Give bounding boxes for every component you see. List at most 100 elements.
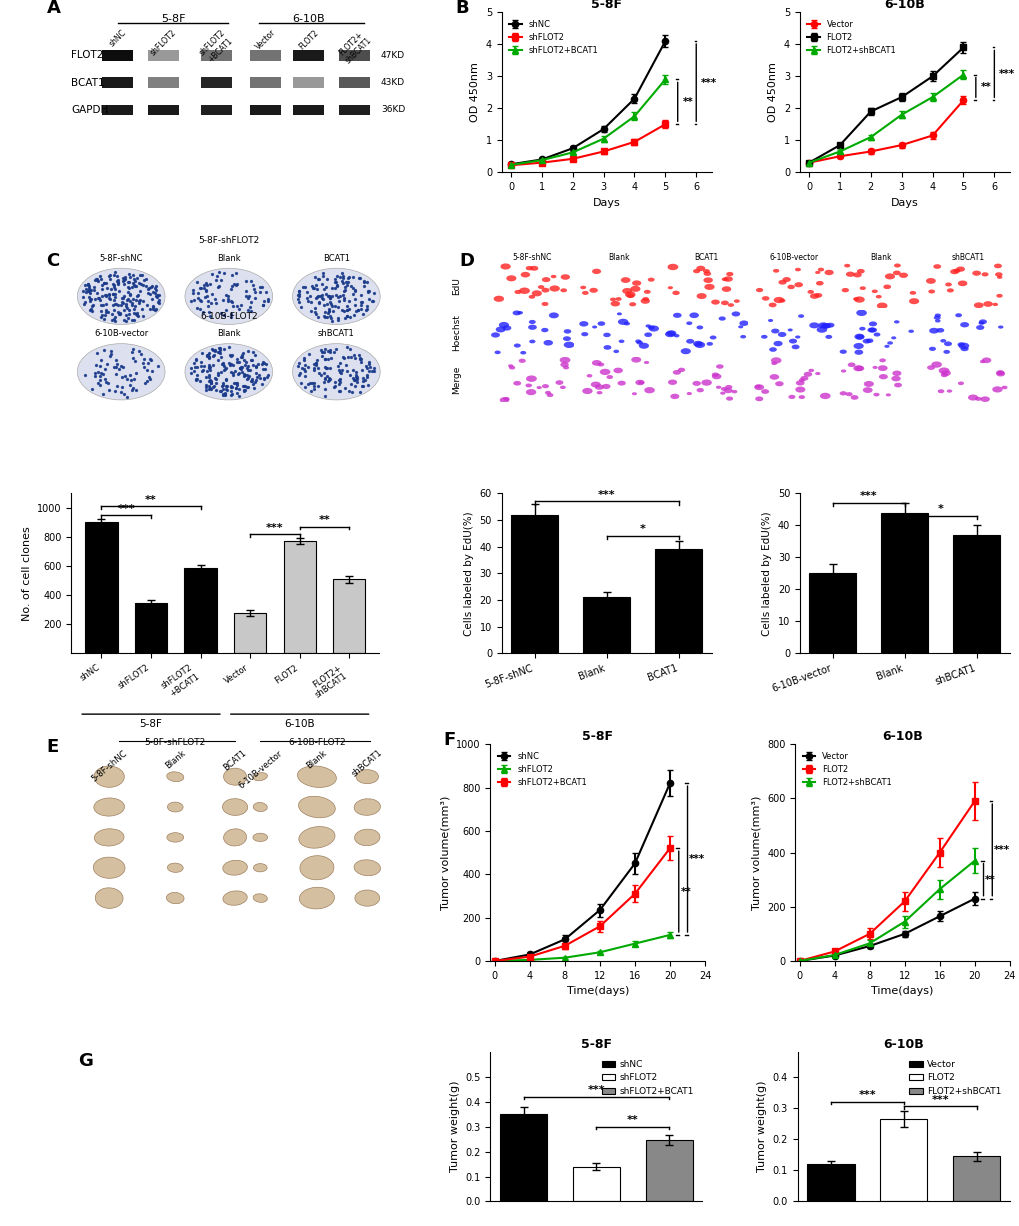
Point <box>98 373 114 392</box>
Point <box>98 286 114 305</box>
Point <box>127 304 144 324</box>
Ellipse shape <box>292 268 380 325</box>
Point <box>127 271 144 291</box>
Y-axis label: OD 450nm: OD 450nm <box>470 63 480 123</box>
Point <box>323 309 339 329</box>
Point <box>260 291 276 310</box>
Point <box>124 265 141 284</box>
Ellipse shape <box>93 857 125 878</box>
Point <box>318 358 334 378</box>
Point <box>358 300 374 320</box>
Ellipse shape <box>862 387 872 394</box>
Ellipse shape <box>689 313 698 318</box>
Ellipse shape <box>581 332 588 336</box>
Ellipse shape <box>253 772 267 781</box>
Point <box>102 265 118 284</box>
Point <box>229 384 246 403</box>
Point <box>236 356 253 375</box>
Text: *: * <box>639 525 645 535</box>
Point <box>224 276 240 295</box>
Point <box>322 358 338 378</box>
Ellipse shape <box>498 322 508 329</box>
Point <box>316 303 332 322</box>
Bar <box>201 77 231 88</box>
Point <box>125 276 142 295</box>
Point <box>92 289 108 309</box>
Point <box>124 289 141 309</box>
Ellipse shape <box>862 338 870 343</box>
Title: shBCAT1: shBCAT1 <box>951 254 983 262</box>
Ellipse shape <box>624 321 630 325</box>
Point <box>87 363 103 383</box>
Point <box>220 286 236 305</box>
Point <box>116 367 132 386</box>
Point <box>232 348 249 368</box>
Point <box>334 268 351 288</box>
Point <box>291 363 308 383</box>
Point <box>199 360 215 380</box>
Point <box>204 284 220 304</box>
Point <box>124 273 141 293</box>
Point <box>127 291 144 310</box>
Ellipse shape <box>820 324 829 329</box>
Point <box>120 278 137 298</box>
Ellipse shape <box>507 364 513 368</box>
Point <box>144 362 160 381</box>
Point <box>148 299 164 319</box>
Point <box>256 291 272 310</box>
Ellipse shape <box>647 277 654 282</box>
Ellipse shape <box>609 298 615 302</box>
Point <box>207 373 223 392</box>
Point <box>256 353 272 373</box>
Ellipse shape <box>739 320 748 326</box>
Point <box>140 280 156 299</box>
Point <box>355 272 371 292</box>
Text: 6-10B-FLOT2: 6-10B-FLOT2 <box>287 738 345 747</box>
Ellipse shape <box>596 391 602 395</box>
Ellipse shape <box>855 310 866 316</box>
Ellipse shape <box>723 387 732 394</box>
Point <box>111 304 127 324</box>
Point <box>108 364 124 384</box>
Bar <box>292 104 324 115</box>
Point <box>93 295 109 315</box>
Point <box>133 265 150 284</box>
Point <box>346 376 363 396</box>
Point <box>85 295 101 315</box>
Point <box>219 289 235 309</box>
Point <box>329 357 345 376</box>
Point <box>218 380 234 400</box>
Ellipse shape <box>720 300 729 305</box>
Text: ***: *** <box>858 1090 875 1101</box>
Point <box>201 375 217 395</box>
Point <box>360 282 376 302</box>
Ellipse shape <box>808 322 818 329</box>
Point <box>322 288 338 308</box>
Text: ***: *** <box>994 845 1009 855</box>
Point <box>307 275 323 294</box>
Ellipse shape <box>686 321 692 325</box>
Point <box>335 281 352 300</box>
Point <box>244 369 260 389</box>
Point <box>333 271 350 291</box>
Ellipse shape <box>852 272 861 277</box>
Ellipse shape <box>621 277 630 283</box>
Point <box>354 304 370 324</box>
Point <box>92 370 108 390</box>
Point <box>330 309 346 329</box>
Point <box>352 348 368 368</box>
Point <box>335 289 352 309</box>
Point <box>223 376 239 396</box>
Ellipse shape <box>794 267 800 271</box>
Point <box>228 275 245 294</box>
Point <box>301 345 317 364</box>
Ellipse shape <box>930 362 941 368</box>
Point <box>109 271 125 291</box>
Ellipse shape <box>505 276 516 281</box>
Point <box>123 380 140 400</box>
Ellipse shape <box>541 288 549 293</box>
Point <box>296 348 312 368</box>
Point <box>105 300 121 320</box>
Ellipse shape <box>672 291 679 295</box>
Point <box>321 302 337 321</box>
